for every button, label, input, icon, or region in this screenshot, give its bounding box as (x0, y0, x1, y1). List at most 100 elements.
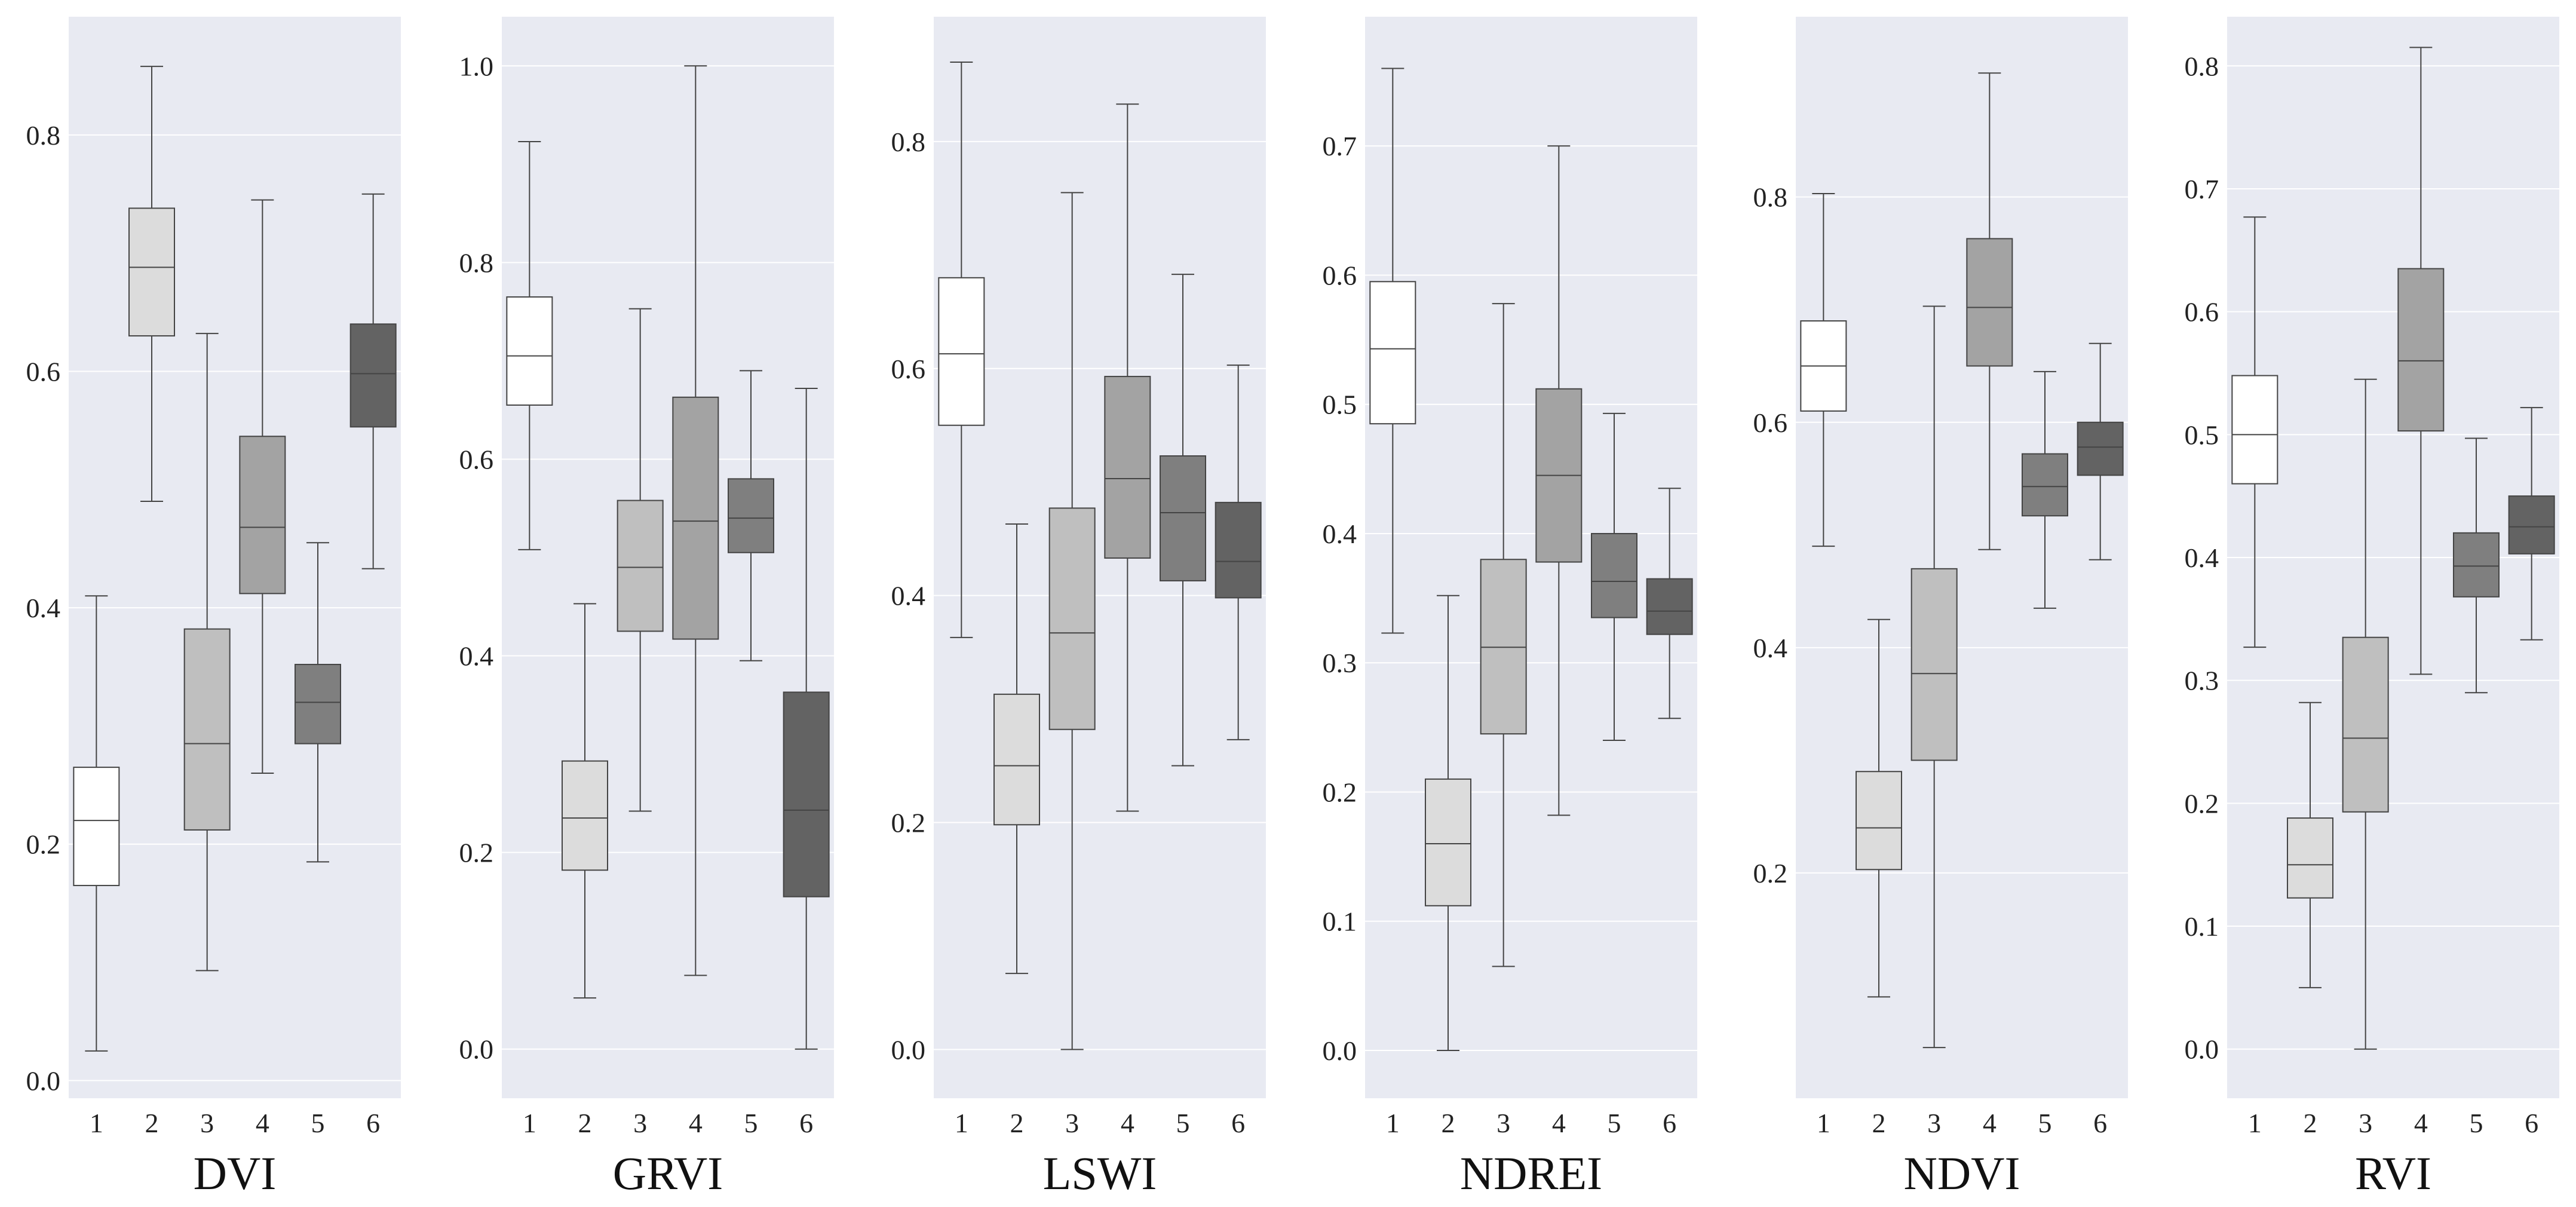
box (183, 628, 231, 831)
box (1369, 281, 1416, 425)
box (728, 478, 774, 553)
box-group-2 (1425, 595, 1471, 1051)
x-tick-label: 4 (1552, 1108, 1566, 1138)
y-tick-label: 0.4 (1323, 519, 1357, 549)
box-group-6 (783, 387, 830, 1050)
box-group-3 (1480, 303, 1527, 967)
y-tick-label: 0.8 (2185, 51, 2219, 81)
y-tick-label: 0.6 (459, 444, 494, 474)
box-group-5 (728, 370, 774, 661)
x-tick-label: 2 (145, 1108, 159, 1138)
panel-lswi: 0.0 0.2 0.4 0.6 0.8 1 2 3 4 5 6 LSWI (891, 17, 1266, 1199)
x-tick-label: 6 (2093, 1108, 2107, 1138)
box (1856, 771, 1902, 871)
box-group-4 (1535, 145, 1583, 816)
x-tick-label: 4 (256, 1108, 269, 1138)
x-tick-label: 3 (200, 1108, 214, 1138)
panel-ndrei: 0.0 0.1 0.2 0.3 0.4 0.5 0.6 0.7 1 2 3 4 5 6 NDREI (1323, 17, 1697, 1199)
x-tick-label: 6 (366, 1108, 380, 1138)
y-tick-label: 0.4 (26, 593, 61, 623)
y-tick-label: 0.7 (1323, 131, 1357, 161)
box-group-2 (562, 603, 608, 999)
box (1591, 532, 1637, 618)
x-tick-label: 6 (799, 1108, 813, 1138)
panel-title: GRVI (613, 1147, 723, 1199)
y-tick-label: 0.0 (459, 1034, 494, 1065)
x-tick-label: 2 (2304, 1108, 2317, 1138)
y-tick-label: 0.3 (1323, 648, 1357, 678)
box-group-2 (993, 523, 1040, 975)
plot-area (934, 17, 1266, 1098)
box (993, 693, 1040, 826)
box-group-4 (672, 65, 719, 976)
x-tick-label: 3 (1065, 1108, 1079, 1138)
x-tick-label: 2 (1442, 1108, 1455, 1138)
box-group-6 (349, 193, 397, 569)
box-group-6 (1215, 364, 1262, 740)
x-tick-label: 4 (1983, 1108, 1997, 1138)
panel-rvi: 0.0 0.1 0.2 0.3 0.4 0.5 0.6 0.7 0.8 1 2 3 4 5 6 RVI (2185, 17, 2559, 1199)
box (672, 396, 719, 640)
x-tick-label: 6 (1663, 1108, 1676, 1138)
box-group-2 (128, 66, 175, 503)
y-tick-label: 0.0 (2185, 1034, 2219, 1065)
y-tick-label: 0.8 (891, 127, 926, 157)
box (2508, 495, 2555, 555)
panel-title: LSWI (1043, 1147, 1157, 1199)
x-tick-label: 1 (1386, 1108, 1400, 1138)
box (1215, 501, 1262, 599)
box (295, 664, 341, 745)
x-tick-label: 6 (2525, 1108, 2538, 1138)
y-tick-label: 0.2 (1323, 777, 1357, 807)
box (2397, 268, 2445, 432)
box-group-6 (2077, 342, 2124, 560)
y-tick-label: 0.2 (1753, 858, 1788, 889)
box (1425, 778, 1471, 906)
x-tick-label: 5 (2470, 1108, 2483, 1138)
box-group-3 (1048, 192, 1096, 1050)
box-group-5 (295, 542, 341, 863)
y-tick-label: 0.2 (2185, 788, 2219, 819)
x-tick-label: 4 (1121, 1108, 1134, 1138)
box-group-4 (1104, 103, 1151, 812)
y-tick-label: 0.8 (1753, 182, 1788, 213)
box-group-1 (938, 61, 985, 638)
x-tick-label: 4 (689, 1108, 703, 1138)
y-tick-label: 0.0 (891, 1034, 926, 1065)
box (1646, 578, 1693, 635)
x-tick-label: 1 (90, 1108, 103, 1138)
x-tick-label: 5 (311, 1108, 325, 1138)
x-tick-label: 2 (1872, 1108, 1886, 1138)
x-tick-label: 4 (2414, 1108, 2428, 1138)
box-group-4 (239, 199, 286, 774)
plot-area (1796, 17, 2128, 1098)
box (2077, 421, 2124, 476)
x-tick-label: 5 (1608, 1108, 1621, 1138)
box-group-5 (2453, 437, 2500, 694)
box (2022, 453, 2068, 517)
x-tick-label: 5 (744, 1108, 758, 1138)
box (938, 277, 985, 426)
box-group-4 (1966, 72, 2013, 550)
box-group-1 (73, 595, 120, 1052)
box (1104, 376, 1151, 559)
y-tick-label: 1.0 (459, 51, 494, 81)
box (506, 296, 553, 406)
plot-area (502, 17, 834, 1098)
box (2287, 817, 2333, 899)
panel-title: RVI (2355, 1147, 2431, 1199)
box-group-3 (183, 333, 231, 972)
box-group-5 (1591, 412, 1637, 741)
panel-dvi: 0.0 0.2 0.4 0.6 0.8 1 2 3 4 5 6 DVI (26, 17, 401, 1199)
panel-title: DVI (194, 1147, 277, 1199)
y-tick-label: 0.8 (459, 247, 494, 278)
box-group-1 (1369, 68, 1416, 634)
box-group-3 (2342, 378, 2389, 1050)
y-tick-label: 0.6 (1753, 408, 1788, 438)
y-tick-label: 0.5 (1323, 390, 1357, 420)
y-tick-label: 0.6 (2185, 297, 2219, 327)
y-tick-label: 0.2 (26, 829, 61, 860)
y-tick-label: 0.4 (2185, 543, 2219, 573)
panel-ndvi: 0.2 0.4 0.6 0.8 1 2 3 4 5 6 NDVI (1753, 17, 2128, 1199)
